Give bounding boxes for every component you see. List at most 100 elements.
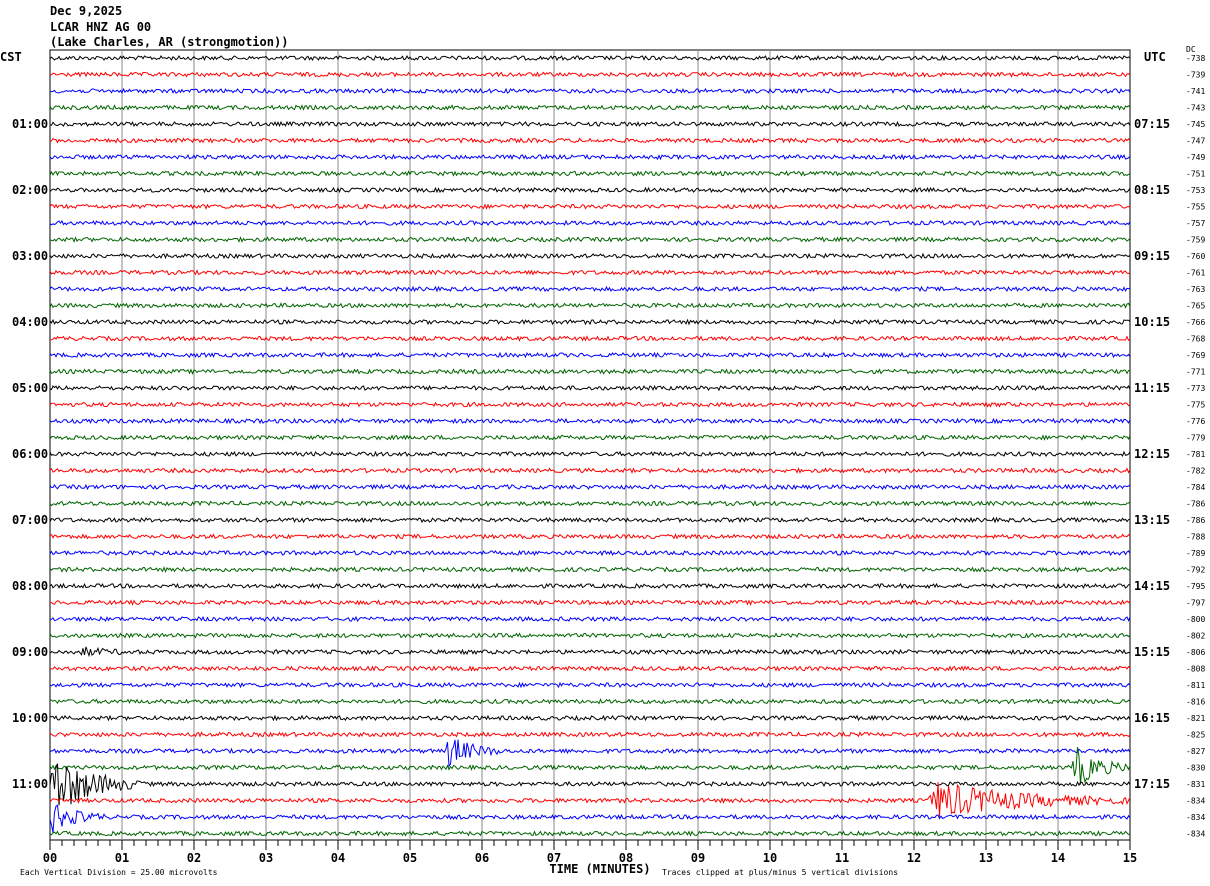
trace-row: [49, 236, 1131, 243]
trace-row: [49, 516, 1131, 524]
right-timezone-label: UTC: [1144, 50, 1166, 64]
right-hour-label: 11:15: [1134, 381, 1170, 395]
left-hour-label: 07:00: [12, 513, 48, 527]
dc-offset-label: -816: [1186, 698, 1205, 707]
x-tick-label: 11: [835, 851, 849, 865]
dc-offset-label: -757: [1186, 219, 1205, 228]
trace-row: [49, 203, 1131, 210]
right-hour-label: 13:15: [1134, 513, 1170, 527]
trace-row: [49, 170, 1131, 177]
right-hour-label: 10:15: [1134, 315, 1170, 329]
trace-row: [49, 368, 1131, 375]
dc-offset-label: -779: [1186, 434, 1205, 443]
trace-row: [49, 252, 1131, 260]
dc-offset-label: -745: [1186, 120, 1205, 129]
dc-offset-label: -753: [1186, 186, 1205, 195]
right-hour-label: 08:15: [1134, 183, 1170, 197]
left-hour-label: 05:00: [12, 381, 48, 395]
dc-offset-label: -741: [1186, 87, 1205, 96]
dc-offset-label: -763: [1186, 285, 1205, 294]
right-hour-label: 07:15: [1134, 117, 1170, 131]
x-tick-label: 08: [619, 851, 633, 865]
x-tick-label: 07: [547, 851, 561, 865]
dc-offset-label: -771: [1186, 368, 1205, 377]
trace-row: [49, 804, 1131, 833]
dc-header: DC: [1186, 45, 1196, 54]
right-hour-label: 15:15: [1134, 645, 1170, 659]
left-hour-label: 08:00: [12, 579, 48, 593]
dc-offset-label: -834: [1186, 830, 1205, 839]
dc-offset-label: -775: [1186, 401, 1205, 410]
trace-row: [49, 269, 1131, 276]
left-hour-label: 04:00: [12, 315, 48, 329]
trace-row: [49, 500, 1131, 507]
trace-row: [49, 782, 1131, 817]
trace-row: [49, 739, 1131, 768]
right-hour-label: 09:15: [1134, 249, 1170, 263]
dc-offset-label: -759: [1186, 236, 1205, 245]
footer-scale-note: Each Vertical Division = 25.00 microvolt…: [20, 868, 218, 877]
dc-offset-label: -769: [1186, 351, 1205, 360]
trace-row: [49, 566, 1131, 573]
dc-offset-label: -776: [1186, 417, 1205, 426]
dc-offset-label: -792: [1186, 566, 1205, 575]
x-tick-label: 14: [1051, 851, 1065, 865]
dc-offset-label: -830: [1186, 764, 1205, 773]
trace-row: [49, 384, 1131, 392]
x-tick-label: 02: [187, 851, 201, 865]
dc-offset-label: -766: [1186, 318, 1205, 327]
dc-offset-label: -806: [1186, 648, 1205, 657]
dc-offset-label: -797: [1186, 599, 1205, 608]
trace-row: [49, 71, 1131, 78]
date-label: Dec 9,2025: [50, 4, 123, 18]
left-hour-label: 02:00: [12, 183, 48, 197]
dc-offset-label: -834: [1186, 813, 1205, 822]
trace-row: [49, 830, 1131, 837]
x-tick-label: 09: [691, 851, 705, 865]
dc-offset-label: -738: [1186, 54, 1205, 63]
left-hour-label: 01:00: [12, 117, 48, 131]
right-hour-label: 17:15: [1134, 777, 1170, 791]
dc-offset-label: -827: [1186, 747, 1205, 756]
trace-row: [49, 646, 1131, 658]
left-hour-label: 10:00: [12, 711, 48, 725]
trace-row: [49, 681, 1131, 689]
plot-frame: [49, 49, 1131, 841]
footer-clip-note: Traces clipped at plus/minus 5 vertical …: [662, 868, 898, 877]
trace-row: [49, 104, 1131, 111]
dc-offset-label: -781: [1186, 450, 1205, 459]
trace-row: [49, 731, 1131, 738]
dc-offset-label: -789: [1186, 549, 1205, 558]
x-tick-label: 12: [907, 851, 921, 865]
trace-row: [49, 120, 1131, 128]
trace-row: [50, 698, 1131, 705]
trace-row: [49, 615, 1131, 623]
left-timezone-label: CST: [0, 50, 22, 64]
trace-row: [49, 763, 1131, 806]
x-tick-label: 04: [331, 851, 345, 865]
trace-row: [49, 417, 1131, 425]
trace-row: [49, 335, 1131, 342]
dc-offset-label: -749: [1186, 153, 1205, 162]
trace-row: [49, 87, 1131, 95]
dc-offset-label: -782: [1186, 467, 1205, 476]
dc-offset-label: -784: [1186, 483, 1205, 492]
right-hour-label: 12:15: [1134, 447, 1170, 461]
dc-offset-label: -808: [1186, 665, 1205, 674]
dc-offset-label: -825: [1186, 731, 1205, 740]
left-hour-label: 09:00: [12, 645, 48, 659]
left-hour-label: 03:00: [12, 249, 48, 263]
trace-row: [49, 153, 1131, 161]
trace-row: [49, 219, 1131, 227]
x-tick-label: 01: [115, 851, 129, 865]
trace-row: [49, 632, 1131, 639]
trace-row: [49, 137, 1131, 144]
dc-offset-label: -755: [1186, 203, 1205, 212]
x-axis-title: TIME (MINUTES): [549, 862, 650, 876]
dc-offset-label: -751: [1186, 170, 1205, 179]
x-tick-label: 10: [763, 851, 777, 865]
trace-row: [49, 483, 1131, 491]
station-label: LCAR HNZ AG 00: [50, 20, 152, 34]
x-tick-label: 00: [43, 851, 57, 865]
dc-offset-label: -786: [1186, 516, 1205, 525]
